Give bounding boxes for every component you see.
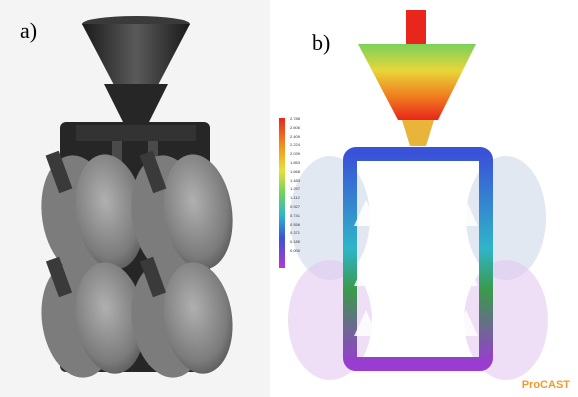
- casting-part-bottom-left: [41, 256, 145, 378]
- legend-tick: 1.483: [290, 177, 301, 183]
- legend-tick: 0.185: [290, 239, 301, 245]
- legend-tick: 1.297: [290, 186, 301, 192]
- panel-b-label: b): [312, 30, 331, 55]
- legend-tick: 2.409: [290, 133, 301, 139]
- legend-tick: 0.371: [290, 230, 301, 236]
- casting-part-bottom-right: [131, 256, 233, 378]
- casting-model-illustration: [41, 16, 233, 378]
- legend-tick: 1.853: [290, 159, 301, 165]
- legend-tick: 2.788: [290, 116, 301, 121]
- flow-simulation-illustration: [288, 10, 548, 380]
- procast-logo: ProCAST: [521, 379, 570, 391]
- runner-system: [343, 147, 493, 371]
- panel-a-casting-model: a): [0, 0, 270, 397]
- legend-tick: 0.556: [290, 221, 301, 227]
- legend-tick: 0.927: [290, 203, 301, 209]
- legend-tick: 0.000: [290, 247, 301, 253]
- flow-funnel: [358, 44, 476, 120]
- legend-tick: 2.039: [290, 151, 301, 157]
- legend-tick: 0.741: [290, 212, 301, 218]
- legend-tick: 1.668: [290, 168, 301, 174]
- legend-tick-labels: 2.788 2.606 2.409 2.224 2.039 1.853 1.66…: [290, 115, 300, 256]
- legend-tick: 1.112: [290, 195, 300, 201]
- casting-part-top-left: [41, 150, 145, 275]
- funnel-cone: [82, 24, 190, 108]
- funnel-neck: [104, 84, 168, 124]
- panel-b-flow-simulation: 2.788 2.606 2.409 2.224 2.039 1.853 1.66…: [270, 0, 578, 397]
- velocity-color-legend: [279, 118, 285, 268]
- panel-a-label: a): [20, 18, 38, 43]
- sprue-inlet: [406, 10, 426, 44]
- legend-tick: 2.606: [290, 124, 301, 130]
- casting-part-top-right: [131, 150, 233, 275]
- legend-tick: 2.224: [290, 142, 301, 148]
